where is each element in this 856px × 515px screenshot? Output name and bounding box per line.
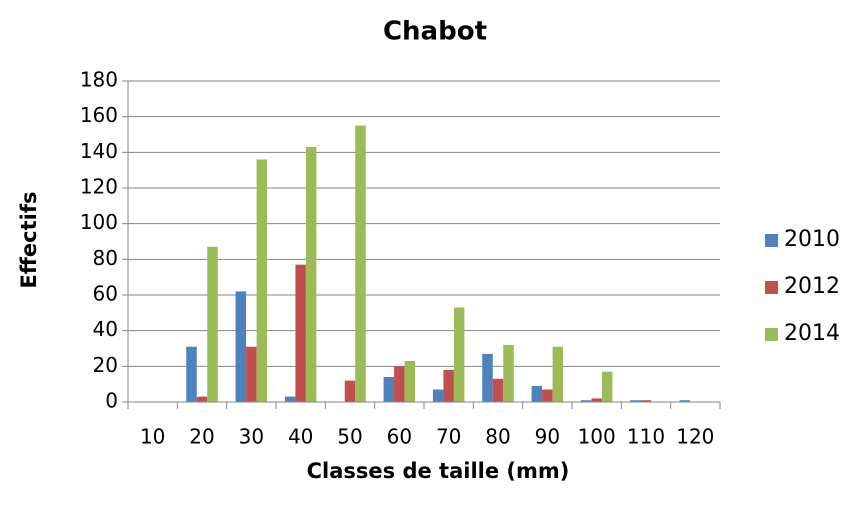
bar	[531, 385, 543, 402]
bar	[601, 371, 613, 402]
y-tick-label: 60	[93, 282, 118, 306]
bar	[443, 369, 454, 402]
x-tick-label: 80	[485, 425, 510, 449]
bar	[207, 246, 218, 402]
legend-swatch	[765, 328, 778, 341]
x-tick-label: 70	[436, 425, 461, 449]
x-tick-label: 30	[239, 425, 264, 449]
bar	[344, 380, 356, 402]
bar	[284, 396, 296, 402]
bar	[552, 346, 564, 402]
bar	[186, 346, 197, 402]
bar	[591, 398, 602, 402]
y-tick-label: 80	[93, 246, 118, 270]
legend-label: 2010	[784, 227, 840, 252]
bar	[542, 389, 553, 402]
bar	[503, 344, 514, 402]
y-tick-label: 160	[80, 103, 118, 127]
x-tick-label: 100	[578, 425, 616, 449]
bar	[580, 400, 592, 402]
bar	[482, 353, 493, 402]
bar	[196, 396, 208, 402]
bar	[492, 378, 504, 402]
bar	[630, 400, 641, 402]
y-tick-label: 20	[93, 353, 118, 377]
x-axis-title: Classes de taille (mm)	[307, 459, 570, 483]
bar	[295, 264, 306, 402]
x-tick-label: 120	[676, 425, 714, 449]
bar	[453, 307, 465, 402]
bar	[679, 400, 691, 402]
bar	[256, 159, 268, 402]
x-tick-label: 90	[535, 425, 560, 449]
y-tick-label: 120	[80, 175, 118, 199]
x-tick-label: 110	[627, 425, 665, 449]
bar	[640, 400, 652, 402]
x-tick-label: 20	[189, 425, 214, 449]
bar	[305, 146, 317, 402]
bar	[246, 346, 257, 402]
y-tick-label: 180	[80, 68, 118, 92]
chart-title: Chabot	[383, 17, 487, 47]
y-tick-label: 100	[80, 210, 118, 234]
legend-swatch	[765, 281, 778, 294]
y-tick-label: 40	[93, 317, 118, 341]
y-tick-label: 140	[80, 139, 118, 163]
x-tick-label: 40	[288, 425, 313, 449]
bar	[432, 389, 444, 402]
y-tick-label: 0	[105, 389, 118, 413]
legend-label: 2012	[784, 274, 840, 299]
bar	[383, 377, 395, 402]
legend-label: 2014	[784, 321, 840, 346]
x-tick-label: 10	[140, 425, 165, 449]
y-axis-title: Effectifs	[17, 192, 41, 289]
bar	[355, 125, 366, 402]
legend-swatch	[765, 234, 778, 247]
bar	[404, 360, 416, 402]
bar	[394, 366, 405, 402]
x-tick-label: 60	[387, 425, 412, 449]
bar	[235, 291, 247, 402]
x-tick-label: 50	[337, 425, 362, 449]
